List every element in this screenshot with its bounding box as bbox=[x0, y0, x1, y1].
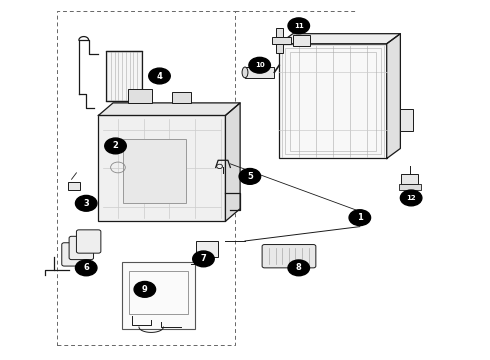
Polygon shape bbox=[387, 34, 400, 158]
Circle shape bbox=[288, 18, 310, 34]
Circle shape bbox=[249, 57, 270, 73]
Bar bbox=[196, 241, 218, 257]
Bar bbox=[122, 262, 195, 329]
Circle shape bbox=[239, 168, 261, 184]
Polygon shape bbox=[279, 34, 400, 44]
Text: 11: 11 bbox=[294, 23, 304, 29]
Bar bbox=[98, 116, 225, 221]
Bar bbox=[276, 44, 283, 53]
Polygon shape bbox=[98, 103, 240, 116]
Bar bbox=[245, 67, 274, 78]
Bar bbox=[285, 48, 381, 154]
Bar bbox=[123, 139, 186, 203]
Bar bbox=[172, 92, 191, 103]
Bar bbox=[401, 174, 418, 184]
FancyBboxPatch shape bbox=[262, 244, 316, 268]
Bar bbox=[68, 182, 80, 190]
Text: 4: 4 bbox=[157, 72, 162, 81]
Circle shape bbox=[400, 190, 422, 206]
Bar bbox=[399, 184, 421, 190]
Circle shape bbox=[149, 68, 170, 84]
Circle shape bbox=[75, 260, 97, 276]
Text: 2: 2 bbox=[113, 141, 119, 150]
Text: 9: 9 bbox=[142, 285, 147, 294]
Bar bbox=[276, 28, 283, 37]
Bar bbox=[293, 35, 310, 45]
Bar bbox=[128, 89, 152, 103]
Text: 12: 12 bbox=[406, 195, 416, 201]
Circle shape bbox=[134, 282, 156, 297]
Circle shape bbox=[193, 251, 214, 267]
Circle shape bbox=[349, 210, 370, 226]
Circle shape bbox=[105, 138, 126, 154]
Text: 1: 1 bbox=[357, 213, 363, 222]
Circle shape bbox=[288, 260, 310, 276]
Bar bbox=[400, 109, 413, 131]
Circle shape bbox=[75, 195, 97, 211]
Text: 6: 6 bbox=[83, 264, 89, 273]
Text: 10: 10 bbox=[255, 62, 265, 68]
Text: 8: 8 bbox=[296, 264, 302, 273]
Text: 7: 7 bbox=[200, 255, 206, 264]
Text: 5: 5 bbox=[247, 172, 253, 181]
Bar bbox=[129, 271, 188, 315]
FancyBboxPatch shape bbox=[76, 230, 101, 253]
Bar bbox=[290, 51, 376, 150]
Polygon shape bbox=[225, 103, 240, 221]
Bar bbox=[106, 51, 143, 101]
Text: 3: 3 bbox=[83, 199, 89, 208]
FancyBboxPatch shape bbox=[62, 243, 86, 266]
Bar bbox=[279, 44, 387, 158]
Bar bbox=[272, 37, 292, 44]
Ellipse shape bbox=[242, 67, 248, 78]
FancyBboxPatch shape bbox=[69, 236, 94, 260]
